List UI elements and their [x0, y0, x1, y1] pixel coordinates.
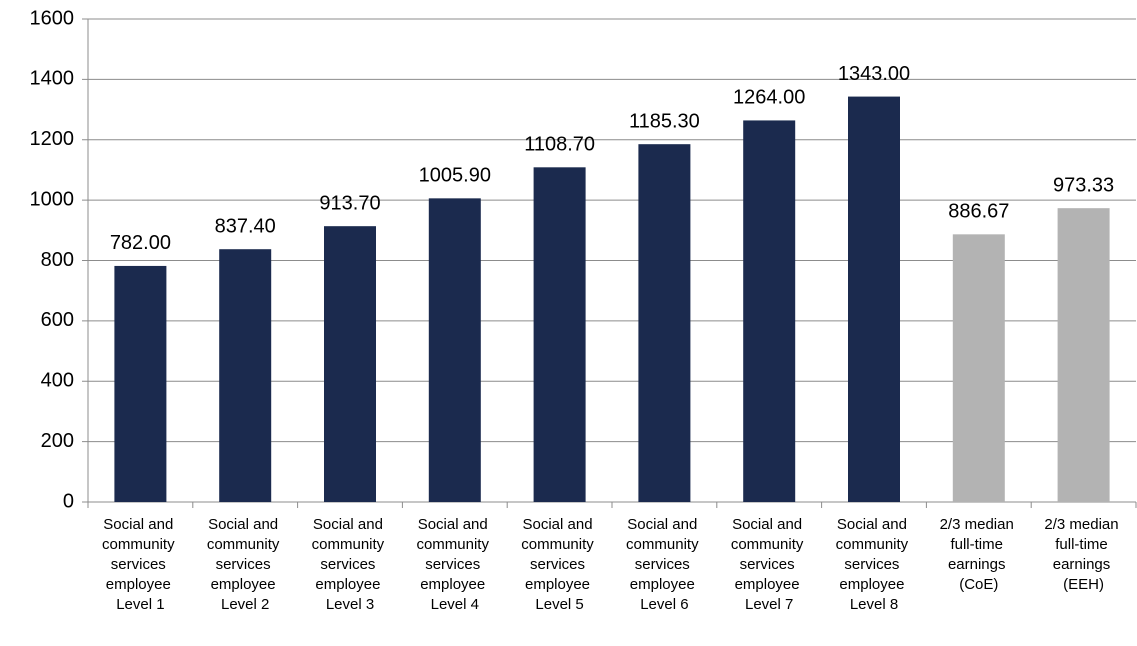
value-label: 1343.00 [838, 63, 910, 85]
x-tick-label: 2/3 median full-time earnings (CoE) [940, 516, 1018, 593]
y-tick-label: 1200 [30, 128, 75, 150]
y-tick-label: 600 [41, 309, 74, 331]
value-label: 886.67 [948, 201, 1009, 223]
x-tick-label: Social and community services employee L… [102, 516, 179, 613]
value-label: 782.00 [110, 232, 171, 254]
value-label: 1264.00 [733, 87, 805, 109]
value-label: 1005.90 [419, 165, 491, 187]
bar [324, 226, 376, 502]
x-tick-label: Social and community services employee L… [312, 516, 389, 613]
value-label: 973.33 [1053, 174, 1114, 196]
bar [114, 265, 167, 502]
x-tick-label: Social and community services employee L… [626, 516, 703, 613]
y-tick-label: 0 [63, 490, 74, 512]
value-label: 1108.70 [524, 134, 595, 156]
y-tick-label: 200 [41, 430, 74, 452]
bar [219, 249, 272, 502]
bar [428, 198, 481, 502]
y-tick-label: 800 [41, 249, 74, 271]
x-tick-label: 2/3 median full-time earnings (EEH) [1044, 516, 1122, 593]
value-label: 1185.30 [629, 110, 700, 132]
value-label: 837.40 [215, 215, 276, 237]
bar [533, 167, 586, 502]
x-tick-label: Social and community services employee L… [731, 516, 808, 613]
bar [952, 234, 1005, 502]
x-tick-label: Social and community services employee L… [521, 516, 598, 613]
y-tick-label: 400 [41, 370, 74, 392]
y-tick-label: 1600 [30, 7, 75, 29]
x-tick-label: Social and community services employee L… [207, 516, 284, 613]
x-tick-label: Social and community services employee L… [416, 516, 493, 613]
y-tick-label: 1400 [30, 68, 75, 90]
bar [638, 144, 691, 502]
y-tick-label: 1000 [30, 188, 75, 210]
bar [743, 120, 796, 503]
value-label: 913.70 [319, 192, 380, 214]
bar [848, 96, 900, 502]
x-tick-label: Social and community services employee L… [836, 516, 913, 613]
bar [1057, 208, 1110, 502]
